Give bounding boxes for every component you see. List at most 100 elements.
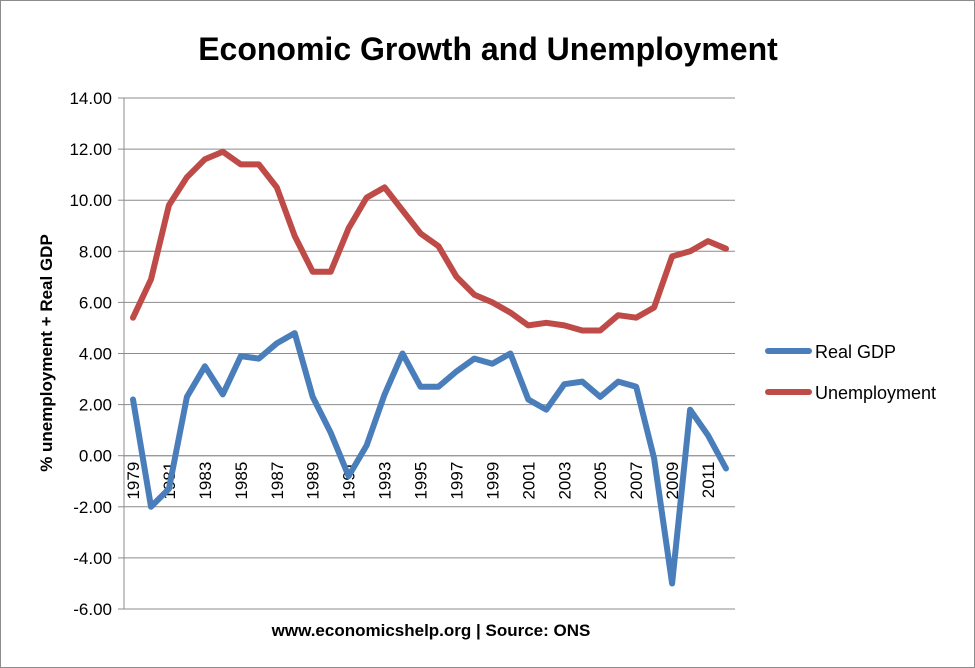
x-tick-label: 2009 [663, 462, 682, 500]
data-point [402, 353, 403, 354]
data-point [222, 393, 224, 395]
data-point [348, 475, 350, 477]
x-tick-label: 2007 [627, 462, 646, 500]
data-point [276, 186, 278, 188]
x-tick-label: 1995 [412, 462, 431, 500]
data-point [366, 445, 368, 446]
gridlines [118, 97, 735, 610]
data-point [294, 332, 296, 334]
data-point [384, 186, 386, 188]
x-tick-label: 1993 [376, 462, 395, 500]
legend-label: Unemployment [815, 383, 936, 403]
data-point [222, 151, 224, 153]
data-point [725, 248, 727, 250]
data-point [186, 396, 188, 398]
data-point [384, 393, 386, 395]
y-tick-label: 12.00 [69, 140, 112, 159]
data-point [456, 370, 457, 372]
data-point [599, 396, 601, 398]
x-tick-label: 1983 [196, 462, 215, 500]
series-lines [130, 148, 729, 587]
x-tick-label: 1989 [304, 462, 323, 500]
y-tick-label: 10.00 [69, 191, 112, 210]
legend-item: Real GDP [765, 342, 896, 362]
data-point [438, 245, 439, 247]
x-tick-label: 2003 [555, 462, 574, 500]
data-point [294, 235, 296, 237]
series-line [130, 148, 729, 334]
x-tick-label: 1997 [447, 462, 466, 500]
data-point [402, 209, 403, 211]
data-point [312, 271, 314, 273]
y-tick-label: 0.00 [79, 447, 112, 466]
data-point [689, 409, 691, 411]
data-point [473, 294, 475, 296]
data-point [348, 227, 350, 229]
x-axis-label: www.economicshelp.org | Source: ONS [271, 621, 591, 640]
data-point [240, 163, 242, 165]
data-point [527, 399, 529, 400]
data-point [581, 381, 583, 383]
data-point [635, 386, 637, 388]
data-point [366, 197, 368, 199]
y-tick-label: 4.00 [79, 345, 112, 364]
x-tick-label: 1987 [268, 462, 287, 500]
x-tick-label: 1999 [483, 462, 502, 500]
legend-label: Real GDP [815, 342, 896, 362]
x-axis-ticks: 1979 1981 1983 1985 1987 1989 1991 1993 1995 1997… [124, 462, 718, 500]
data-point [509, 312, 511, 314]
x-tick-label: 2011 [699, 462, 718, 499]
data-point [330, 271, 332, 273]
chart-title: Economic Growth and Unemployment [198, 31, 778, 67]
data-point [150, 278, 152, 280]
y-tick-label: 2.00 [79, 396, 112, 415]
data-point [617, 314, 619, 316]
data-point [186, 176, 188, 178]
y-tick-label: 6.00 [79, 293, 112, 312]
data-point [168, 204, 170, 206]
y-tick-label: 8.00 [79, 242, 112, 261]
series-real-gdp [130, 330, 729, 587]
data-point [456, 276, 457, 278]
x-tick-label: 1979 [124, 462, 143, 500]
data-point [509, 353, 511, 354]
data-point [420, 232, 421, 234]
data-point [204, 158, 206, 160]
data-point [258, 358, 260, 360]
y-axis-label: % unemployment + Real GDP [37, 234, 56, 472]
data-point [635, 317, 637, 319]
data-point [707, 240, 709, 242]
data-point [276, 342, 278, 344]
legend: Real GDP Unemployment [765, 342, 936, 403]
data-point [671, 583, 673, 584]
data-point [545, 322, 547, 324]
data-point [653, 457, 655, 459]
data-point [689, 250, 691, 252]
y-tick-label: -6.00 [73, 600, 112, 619]
x-tick-label: 2001 [519, 462, 538, 500]
series-line [130, 330, 729, 587]
data-point [330, 432, 332, 434]
data-point [545, 409, 547, 411]
data-point [240, 355, 242, 357]
data-point [527, 324, 529, 326]
data-point [473, 358, 475, 360]
data-point [132, 399, 134, 400]
y-tick-label: -4.00 [73, 549, 112, 568]
data-point [150, 506, 152, 508]
y-tick-label: 14.00 [69, 89, 112, 108]
data-point [599, 330, 601, 331]
data-point [563, 383, 565, 385]
data-point [420, 386, 421, 388]
x-tick-label: 1985 [232, 462, 251, 500]
data-point [617, 381, 619, 383]
data-point [491, 301, 493, 303]
data-point [653, 307, 655, 308]
data-point [671, 255, 673, 257]
data-point [438, 386, 439, 388]
data-point [581, 330, 583, 331]
data-point [725, 468, 727, 469]
legend-item: Unemployment [765, 383, 936, 403]
